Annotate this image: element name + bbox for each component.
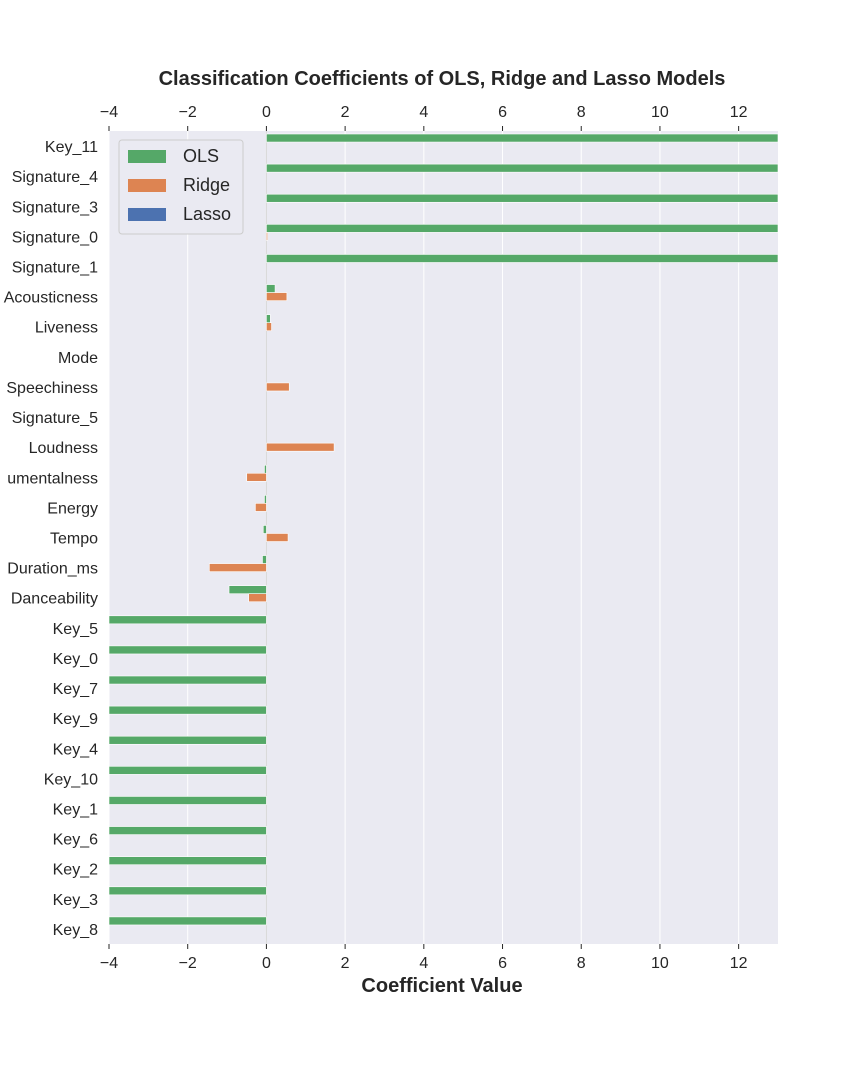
top-tick-label: 6	[498, 104, 507, 121]
bar-ols-key_2	[108, 856, 267, 866]
bottom-tick-label: 12	[730, 955, 748, 972]
bottom-tick-label: −4	[100, 955, 118, 972]
y-tick-label: Key_1	[53, 802, 98, 819]
bar-ols-signature_1	[266, 254, 779, 263]
bar-ols-key_6	[108, 826, 267, 835]
y-tick-label: Duration_ms	[7, 561, 98, 578]
y-tick-label: Key_4	[53, 741, 98, 758]
bottom-tick-label: 6	[498, 955, 507, 972]
legend-swatch-lasso	[128, 208, 166, 221]
bar-ridge-duration_ms	[209, 563, 267, 572]
bottom-tick-label: 0	[262, 955, 271, 972]
bar-ols-liveness	[266, 314, 271, 324]
top-tick-label: 12	[730, 104, 748, 121]
y-tick-label: Energy	[47, 500, 98, 517]
bar-ridge-tempo	[266, 533, 289, 542]
bar-ols-signature_0	[266, 224, 779, 233]
legend-label-ridge: Ridge	[183, 175, 230, 195]
legend-swatch-ridge	[128, 179, 166, 192]
top-x-tick-labels: −4 −2 0 2 4 6 8 10 12	[100, 104, 748, 131]
bar-ols-duration_ms	[262, 555, 267, 564]
bar-ols-signature_4	[266, 163, 779, 173]
y-tick-label: Tempo	[50, 531, 98, 548]
bar-ols-key_5	[108, 615, 267, 625]
bar-ols-key_4	[108, 735, 267, 745]
y-tick-label: Mode	[58, 350, 98, 367]
y-tick-label: Key_9	[53, 711, 98, 728]
chart-title: Classification Coefficients of OLS, Ridg…	[159, 68, 726, 90]
bar-ols-instrumentalness	[264, 464, 267, 474]
top-tick-label: 4	[419, 104, 428, 121]
y-tick-label: Liveness	[35, 320, 98, 337]
top-tick-label: −2	[179, 104, 197, 121]
y-tick-label: Key_10	[44, 771, 98, 788]
plot-area	[109, 131, 778, 944]
bar-ols-acousticness	[266, 284, 276, 293]
y-tick-label: Signature_0	[12, 229, 98, 246]
bar-ols-signature_3	[266, 193, 779, 203]
legend-label-lasso: Lasso	[183, 204, 231, 224]
bars-group	[108, 133, 779, 926]
x-axis-label: Coefficient Value	[361, 975, 522, 997]
y-tick-label: Key_7	[53, 681, 98, 698]
bar-ols-danceability	[228, 585, 267, 595]
bottom-tick-label: 8	[577, 955, 586, 972]
legend-label-ols: OLS	[183, 146, 219, 166]
y-tick-labels: Key_11 Signature_4 Signature_3 Signature_0 S…	[4, 139, 98, 939]
legend: OLS Ridge Lasso	[118, 139, 244, 235]
y-tick-label: Key_5	[53, 621, 98, 638]
bar-ols-key_0	[108, 645, 267, 655]
top-tick-label: 8	[577, 104, 586, 121]
bar-ols-key_3	[108, 886, 267, 896]
bar-ols-key_8	[108, 916, 267, 926]
bar-ridge-instrumentalness	[246, 472, 267, 482]
y-tick-label: Speechiness	[6, 380, 98, 397]
y-tick-label: Key_8	[53, 922, 98, 939]
bar-ridge-danceability	[248, 593, 267, 603]
y-tick-label: Key_3	[53, 892, 98, 909]
top-tick-label: −4	[100, 104, 118, 121]
y-tick-label: Key_6	[53, 832, 98, 849]
y-tick-label: Key_2	[53, 862, 98, 879]
top-tick-label: 0	[262, 104, 271, 121]
bar-ridge-loudness	[266, 442, 335, 452]
bar-ols-energy	[264, 495, 267, 504]
bar-ols-key_11	[266, 133, 779, 143]
bottom-tick-label: 2	[341, 955, 350, 972]
bar-ols-tempo	[262, 525, 267, 534]
y-tick-label: Signature_3	[12, 199, 98, 216]
bar-ols-key_9	[108, 705, 267, 715]
bar-ols-key_1	[108, 796, 267, 805]
bar-ridge-signature_0	[266, 232, 268, 241]
bar-ols-key_7	[108, 675, 267, 685]
y-tick-label: Signature_5	[12, 410, 98, 427]
bottom-x-tick-labels: −4 −2 0 2 4 6 8 10 12	[100, 944, 748, 972]
y-tick-label: Loudness	[29, 440, 98, 457]
y-tick-label: Acousticness	[4, 290, 98, 307]
bar-ols-key_10	[108, 766, 267, 775]
top-tick-label: 10	[651, 104, 669, 121]
y-tick-label: Signature_1	[12, 260, 98, 277]
y-tick-label: umentalness	[7, 470, 98, 487]
y-tick-label: Key_11	[45, 139, 98, 156]
y-tick-label: Key_0	[53, 651, 98, 668]
bottom-tick-label: 10	[651, 955, 669, 972]
bar-ridge-liveness	[266, 322, 272, 332]
bar-ridge-speechiness	[266, 382, 290, 392]
legend-swatch-ols	[128, 150, 166, 163]
y-tick-label: Danceability	[11, 591, 98, 608]
y-tick-label: Signature_4	[12, 169, 98, 186]
bar-ridge-energy	[255, 503, 267, 512]
top-tick-label: 2	[341, 104, 350, 121]
bottom-tick-label: −2	[179, 955, 197, 972]
bar-ridge-acousticness	[266, 292, 288, 301]
bottom-tick-label: 4	[419, 955, 428, 972]
